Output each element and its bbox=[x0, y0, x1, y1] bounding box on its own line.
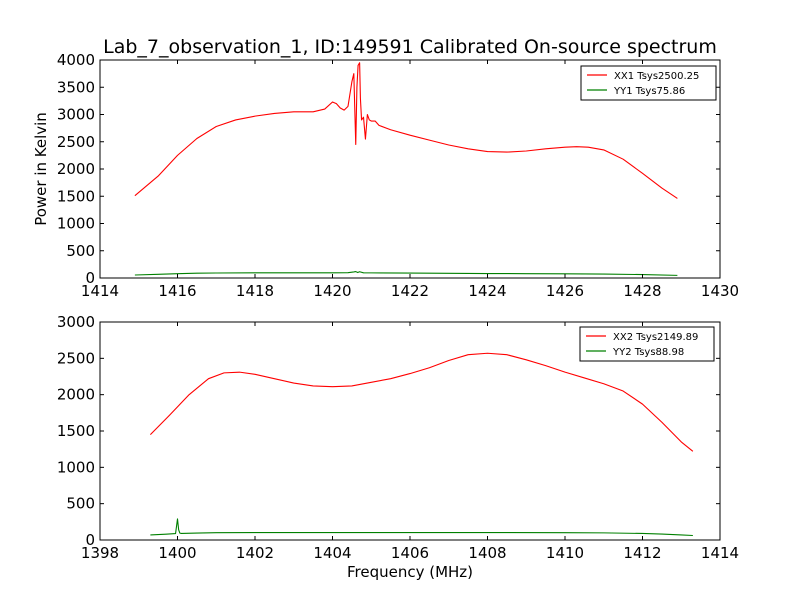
chart-title: Lab_7_observation_1, ID:149591 Calibrate… bbox=[103, 36, 717, 58]
legend-box bbox=[580, 65, 717, 101]
x-tick-label: 1426 bbox=[546, 282, 584, 300]
legend-label: YY2 Tsys88.98 bbox=[612, 347, 684, 358]
legend-label: XX2 Tsys2149.89 bbox=[613, 332, 698, 343]
y-tick-label: 1500 bbox=[57, 422, 95, 440]
y-tick-label: 0 bbox=[85, 531, 95, 549]
x-tick-label: 1424 bbox=[468, 282, 506, 300]
legend-label: YY1 Tsys75.86 bbox=[613, 86, 685, 97]
series-line-xx1 bbox=[134, 62, 678, 199]
y-tick-label: 1000 bbox=[57, 458, 95, 476]
x-tick-label: 1412 bbox=[623, 544, 661, 562]
legend-label: XX1 Tsys2500.25 bbox=[614, 71, 699, 82]
x-axis-label: Frequency (MHz) bbox=[347, 563, 473, 581]
y-tick-label: 2000 bbox=[57, 386, 95, 404]
top-panel: 1414 1416 1418 1420 1422 1424 1426 1428 1430 0 500… bbox=[57, 51, 739, 300]
y-tick-label: 4000 bbox=[57, 51, 95, 69]
y-tick-label: 0 bbox=[85, 269, 95, 287]
y-tick-label: 1000 bbox=[57, 215, 95, 233]
y-tick-label: 3500 bbox=[57, 78, 95, 96]
legend: XX1 Tsys2500.25 YY1 Tsys75.86 bbox=[580, 65, 717, 101]
legend-box bbox=[579, 326, 715, 362]
y-tick-label: 500 bbox=[66, 242, 95, 260]
x-tick-label: 1430 bbox=[701, 282, 739, 300]
x-tick-label: 1398 bbox=[81, 544, 119, 562]
x-tick-label: 1404 bbox=[313, 544, 351, 562]
y-tick-label: 2500 bbox=[57, 133, 95, 151]
x-tick-label: 1416 bbox=[158, 282, 196, 300]
y-axis-label: Power in Kelvin bbox=[32, 112, 50, 226]
x-tick-label: 1414 bbox=[81, 282, 119, 300]
legend: XX2 Tsys2149.89 YY2 Tsys88.98 bbox=[579, 326, 715, 362]
x-tick-label: 1420 bbox=[313, 282, 351, 300]
x-tick-label: 1422 bbox=[391, 282, 429, 300]
y-tick-label: 1500 bbox=[57, 187, 95, 205]
x-tick-label: 1406 bbox=[391, 544, 429, 562]
y-tick-label: 3000 bbox=[57, 313, 95, 331]
x-tick-label: 1414 bbox=[701, 544, 739, 562]
x-tick-label: 1400 bbox=[158, 544, 196, 562]
y-tick-label: 500 bbox=[66, 495, 95, 513]
x-tick-label: 1402 bbox=[236, 544, 274, 562]
series-line-yy1 bbox=[134, 271, 678, 276]
y-tick-label: 3000 bbox=[57, 106, 95, 124]
y-tick-label: 2000 bbox=[57, 160, 95, 178]
bottom-panel: 1398 1400 1402 1404 1406 1408 1410 1412 1414 0 500… bbox=[57, 313, 739, 562]
x-tick-label: 1418 bbox=[236, 282, 274, 300]
x-tick-label: 1410 bbox=[546, 544, 584, 562]
x-tick-label: 1428 bbox=[623, 282, 661, 300]
x-tick-label: 1408 bbox=[468, 544, 506, 562]
y-tick-label: 2500 bbox=[57, 349, 95, 367]
series-line-xx2 bbox=[149, 352, 694, 452]
series-line-yy2 bbox=[150, 518, 693, 537]
